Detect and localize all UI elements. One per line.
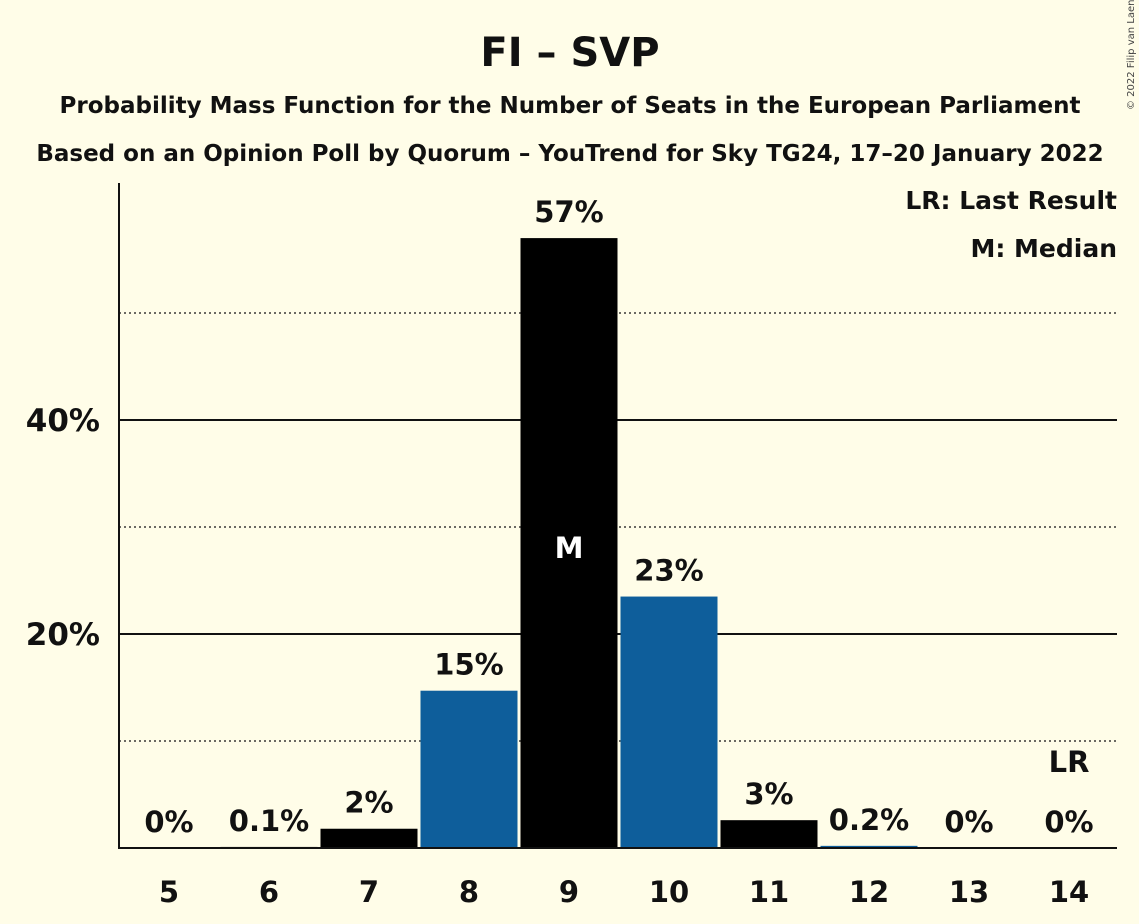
bar xyxy=(620,596,718,848)
x-tick-label: 5 xyxy=(159,875,179,909)
x-tick-label: 7 xyxy=(359,875,379,909)
copyright-note: © 2022 Filip van Laenen xyxy=(1126,0,1137,110)
bars xyxy=(220,238,918,849)
y-tick-label: 40% xyxy=(26,403,100,439)
data-labels: 0% 0.1% 2% 15% 57% M 23% 3% 0.2% 0% 0% LR xyxy=(144,195,1093,839)
x-tick-label: 12 xyxy=(849,875,889,909)
x-tick-label: 6 xyxy=(259,875,279,909)
bar xyxy=(820,845,918,848)
legend-last-result: LR: Last Result xyxy=(905,186,1117,215)
data-label: 0% xyxy=(1044,805,1093,839)
gridlines xyxy=(119,312,1117,742)
data-label: 0.1% xyxy=(229,804,309,838)
data-label: 3% xyxy=(744,777,793,811)
x-tick-label: 10 xyxy=(649,875,689,909)
x-tick-label: 8 xyxy=(459,875,479,909)
data-label: 0.2% xyxy=(829,803,909,837)
y-tick-label: 20% xyxy=(26,617,100,653)
data-label: 2% xyxy=(344,786,393,820)
x-tick-label: 11 xyxy=(749,875,789,909)
x-tick-label: 13 xyxy=(949,875,989,909)
data-label: 15% xyxy=(434,648,503,682)
axes: 20% 40% 5 6 7 8 9 10 11 12 13 14 xyxy=(26,183,1117,909)
last-result-marker: LR xyxy=(1049,745,1090,779)
median-marker: M xyxy=(555,531,584,565)
chart-subtitle-1: Probability Mass Function for the Number… xyxy=(60,93,1081,119)
bar xyxy=(320,828,418,848)
x-tick-label: 9 xyxy=(559,875,579,909)
data-label: 0% xyxy=(144,805,193,839)
bar xyxy=(720,820,818,848)
data-label: 23% xyxy=(634,554,703,588)
bar xyxy=(520,238,618,849)
x-tick-label: 14 xyxy=(1049,875,1089,909)
legend-median: M: Median xyxy=(970,234,1117,263)
chart-subtitle-2: Based on an Opinion Poll by Quorum – You… xyxy=(36,141,1103,167)
bar xyxy=(420,690,518,848)
data-label: 0% xyxy=(944,805,993,839)
chart-title: FI – SVP xyxy=(480,30,659,76)
data-label: 57% xyxy=(534,195,603,229)
